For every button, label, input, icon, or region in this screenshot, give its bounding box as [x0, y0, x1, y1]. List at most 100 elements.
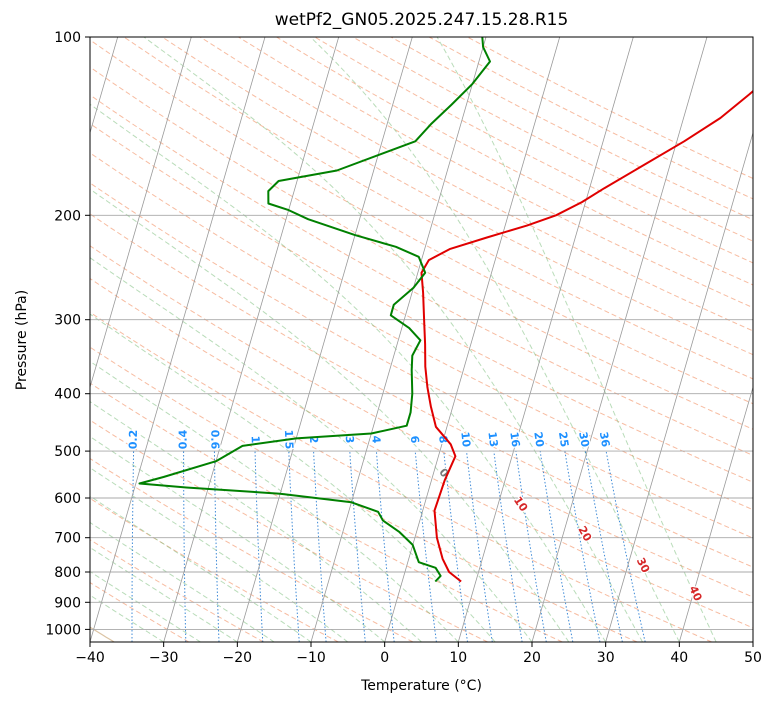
mixing-ratio-label: 0.2 — [127, 430, 140, 450]
moist-adiabat-line — [90, 570, 201, 642]
dry-adiabat-line — [90, 311, 712, 642]
dry-adiabat-line — [90, 382, 563, 642]
dry-adiabat-line — [90, 419, 488, 642]
isotherm-line — [163, 37, 340, 642]
mixing-ratio-line — [414, 451, 437, 642]
mixing-ratio-label: 20 — [531, 431, 546, 448]
grid-lines — [0, 37, 753, 642]
mixing-ratio-line — [254, 451, 264, 642]
mixing-ratio-line — [288, 451, 300, 642]
isotherm-line — [0, 37, 44, 642]
mixing-ratio-label: 36 — [597, 431, 613, 449]
axes: −40 −30 −20 −10 0 10 20 30 40 50 1000 900 800 700 600 5… — [45, 30, 762, 666]
moist-adiabat-line — [90, 594, 164, 642]
mixing-ratio-label: 30 — [576, 431, 591, 449]
isotherm-line — [678, 385, 753, 642]
dry-adiabat-line — [90, 182, 753, 539]
moist-adiabat-label: 10 — [511, 494, 531, 514]
moist-adiabat-line — [90, 360, 459, 642]
x-tick-label: −20 — [223, 650, 253, 666]
mixing-ratio-line — [515, 451, 547, 642]
mixing-ratio-line — [213, 451, 220, 642]
reference-curve-line — [90, 626, 115, 642]
moist-adiabat-line — [90, 521, 275, 642]
dry-adiabat-line — [90, 66, 753, 430]
mixing-ratio-line — [466, 451, 493, 642]
mixing-ratio-label: 4 — [369, 435, 383, 444]
dry-adiabat-line — [90, 39, 753, 405]
isotherm-line — [457, 37, 634, 642]
mixing-ratio-line — [605, 451, 646, 642]
x-tick-label: 50 — [744, 650, 762, 666]
x-tick-label: 30 — [597, 650, 615, 666]
moist-adiabat-line — [90, 467, 349, 642]
temperature-line — [420, 89, 753, 583]
dry-adiabat-line — [90, 497, 339, 642]
y-tick-label: 1000 — [45, 622, 81, 638]
dewpoint-line — [138, 37, 491, 583]
moist-adiabat-line — [90, 188, 570, 642]
moist-adiabat-line — [90, 400, 422, 642]
moist-adiabat-line — [90, 436, 386, 642]
moist-adiabat-line — [90, 103, 607, 642]
x-tick-label: −30 — [149, 650, 179, 666]
background-lines — [0, 37, 753, 642]
dry-adiabat-line — [90, 94, 753, 456]
mixing-ratio-line — [539, 451, 574, 642]
y-tick-label: 500 — [54, 444, 81, 460]
moist-adiabat-line — [90, 257, 533, 642]
isotherm-line — [531, 37, 708, 642]
dry-adiabat-line — [123, 37, 753, 380]
mixing-ratio-label: 6 — [408, 435, 422, 444]
dry-adiabat-label: -10 — [0, 429, 15, 451]
x-tick-label: 20 — [523, 650, 541, 666]
mixing-ratio-line — [183, 451, 187, 642]
y-tick-label: 900 — [54, 595, 81, 611]
dry-adiabat-line — [199, 37, 753, 332]
mixing-ratio-line — [131, 451, 135, 642]
dry-adiabat-line — [90, 346, 638, 642]
mixing-ratio-line — [313, 451, 327, 642]
y-tick-label: 700 — [54, 531, 81, 547]
dry-adiabat-line — [90, 277, 753, 629]
mixing-ratio-label: 0.1 — [80, 430, 94, 450]
mixing-ratio-line — [443, 451, 468, 642]
isotherm-line — [605, 131, 753, 642]
mixing-ratio-label: 10 — [458, 431, 473, 448]
isotherm-line — [90, 37, 119, 135]
mixing-ratio-label: 16 — [507, 431, 522, 448]
moist-adiabat-line — [90, 546, 238, 642]
y-tick-label: 200 — [54, 208, 81, 224]
isotherm-line — [752, 640, 753, 642]
isotherm-line — [384, 37, 561, 642]
y-tick-label: 100 — [54, 30, 81, 46]
moist-adiabat-line — [90, 313, 496, 642]
mixing-ratio-label: 2 — [307, 435, 320, 443]
mixing-ratio-line — [349, 451, 366, 642]
mixing-ratio-label: 25 — [556, 431, 571, 448]
moist-adiabat-line — [436, 37, 717, 642]
mixing-ratio-label: 0.6 — [208, 430, 221, 450]
mixing-ratio-label: 1 — [249, 435, 262, 443]
x-tick-label: −40 — [75, 650, 105, 666]
moist-adiabat-label: 20 — [575, 524, 594, 544]
reference-curve-line — [0, 37, 39, 642]
mixing-ratio-line — [584, 451, 623, 642]
chart-title: wetPf2_GN05.2025.247.15.28.R15 — [274, 10, 569, 30]
dry-adiabat-line — [276, 37, 753, 286]
x-tick-label: 40 — [670, 650, 688, 666]
x-tick-label: 10 — [449, 650, 467, 666]
dry-adiabat-line — [161, 37, 753, 356]
mixing-ratio-label: 13 — [485, 431, 500, 448]
plot-frame — [89, 36, 754, 643]
isotherm-line — [236, 37, 413, 642]
moist-adiabat-line — [310, 37, 680, 642]
dry-adiabat-line — [90, 457, 414, 642]
y-tick-label: 300 — [54, 313, 81, 329]
x-axis-label: Temperature (°C) — [361, 678, 482, 694]
mixing-ratio-line — [375, 451, 395, 642]
y-tick-label: 800 — [54, 565, 81, 581]
dry-adiabat-line — [90, 245, 753, 598]
dry-adiabat-line — [428, 37, 753, 200]
